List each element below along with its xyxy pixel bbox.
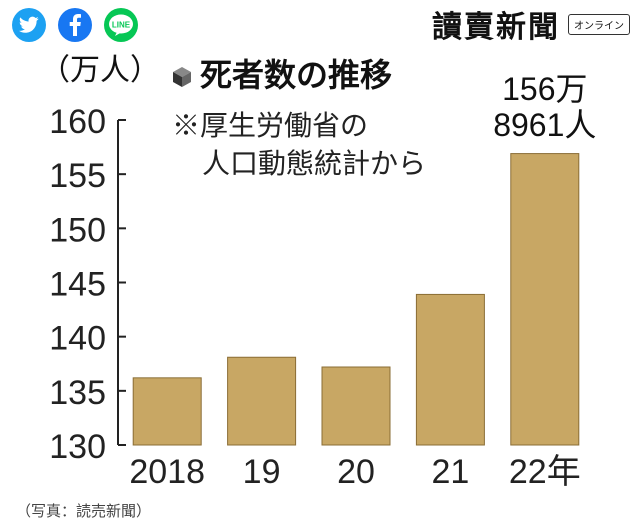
bar xyxy=(227,356,297,446)
chart-subtitle-line: ※厚生労働省の xyxy=(172,110,368,141)
x-tick-label: 2018 xyxy=(129,453,205,491)
share-buttons: LINE xyxy=(12,8,138,42)
bar xyxy=(510,153,580,446)
line-share-button[interactable]: LINE xyxy=(104,8,138,42)
x-tick-label: 20 xyxy=(337,453,375,491)
bar xyxy=(132,377,202,446)
y-tick-label: 135 xyxy=(49,374,106,412)
bar xyxy=(321,366,391,446)
y-axis-label: （万人） xyxy=(40,54,160,87)
chart-subtitle-line: 人口動態統計から xyxy=(202,148,426,179)
y-tick-label: 130 xyxy=(49,428,106,466)
bar xyxy=(415,293,485,446)
y-tick-label: 140 xyxy=(49,320,106,358)
photo-caption: （写真：読売新聞） xyxy=(16,502,152,520)
y-tick-label: 155 xyxy=(49,157,106,195)
facebook-share-button[interactable] xyxy=(58,8,92,42)
facebook-f-icon xyxy=(69,14,81,36)
twitter-bird-icon xyxy=(19,16,39,33)
cube-icon xyxy=(173,67,191,87)
x-tick-label: 19 xyxy=(243,453,281,491)
chart-title: 死者数の推移 xyxy=(200,57,392,93)
line-label: LINE xyxy=(112,21,131,30)
data-label-annotation: 156万 xyxy=(502,71,587,107)
y-tick-label: 145 xyxy=(49,266,106,304)
twitter-share-button[interactable] xyxy=(12,8,46,42)
x-tick-label: 21 xyxy=(431,453,469,491)
line-bubble-icon: LINE xyxy=(109,14,133,36)
y-tick-label: 150 xyxy=(49,211,106,249)
y-tick-label: 160 xyxy=(49,103,106,141)
data-label-annotation: 8961人 xyxy=(493,107,596,143)
online-badge: オンライン xyxy=(568,13,630,35)
masthead: 讀賣新聞 オンライン xyxy=(432,2,630,46)
x-tick-label: 22年 xyxy=(509,453,581,491)
brand-logo[interactable]: 讀賣新聞 xyxy=(432,10,560,45)
